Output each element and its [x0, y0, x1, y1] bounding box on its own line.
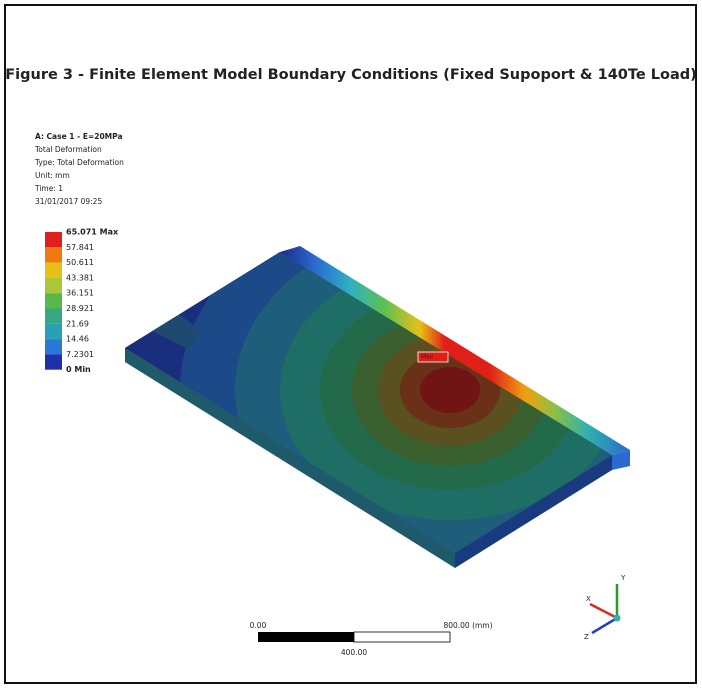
- legend-label: 7.2301: [66, 350, 94, 359]
- legend-swatch: [45, 262, 62, 278]
- info-line: A: Case 1 - E=20MPa: [35, 132, 123, 141]
- info-line: 31/01/2017 09:25: [35, 197, 102, 206]
- scale-middle: 400.00: [341, 648, 367, 657]
- legend-label: 0 Min: [66, 365, 91, 374]
- info-line: Unit: mm: [35, 171, 70, 180]
- triad-z: Z: [584, 633, 589, 641]
- probe-label: Max: [421, 354, 434, 361]
- scale-right: 800.00 (mm): [443, 621, 492, 630]
- legend-swatch: [45, 323, 62, 340]
- front-face: [125, 348, 455, 568]
- legend-label: 50.611: [66, 258, 94, 267]
- legend-swatch: [45, 232, 62, 248]
- info-block: A: Case 1 - E=20MPa Total Deformation Type…: [34, 132, 124, 206]
- legend-swatch: [45, 339, 62, 355]
- legend-label: 21.69: [66, 319, 89, 328]
- legend-swatch: [45, 354, 62, 370]
- triad-x: X: [586, 595, 591, 603]
- info-line: Time: 1: [34, 184, 63, 193]
- legend-label: 28.921: [66, 304, 94, 313]
- legend-swatch: [45, 308, 62, 324]
- legend-label: 43.381: [66, 273, 94, 282]
- title: Figure 3 - Finite Element Model Boundary…: [5, 67, 696, 83]
- legend-label: 14.46: [66, 335, 89, 344]
- legend-swatch: [45, 293, 62, 309]
- legend-swatch: [45, 277, 62, 294]
- legend-label: 57.841: [66, 243, 94, 252]
- scale-left: 0.00: [250, 621, 267, 630]
- legend: 65.071 Max 57.841 50.611 43.381 36.151 28.921…: [45, 228, 119, 374]
- legend-swatch: [45, 247, 62, 263]
- triad: Y X Z: [584, 574, 626, 641]
- scale-black: [258, 632, 354, 642]
- wall-end: [612, 450, 630, 470]
- info-line: Type: Total Deformation: [34, 158, 124, 167]
- info-line: Total Deformation: [34, 145, 102, 154]
- side-face: [455, 455, 612, 568]
- wall-top: [280, 246, 630, 455]
- legend-label: 65.071 Max: [66, 228, 119, 237]
- legend-label: 36.151: [66, 289, 94, 298]
- probe-box: [417, 351, 449, 363]
- scale-white: [353, 631, 451, 643]
- triad-y: Y: [620, 574, 626, 582]
- scale-bar: 0.00 800.00 (mm) 400.00: [250, 621, 493, 657]
